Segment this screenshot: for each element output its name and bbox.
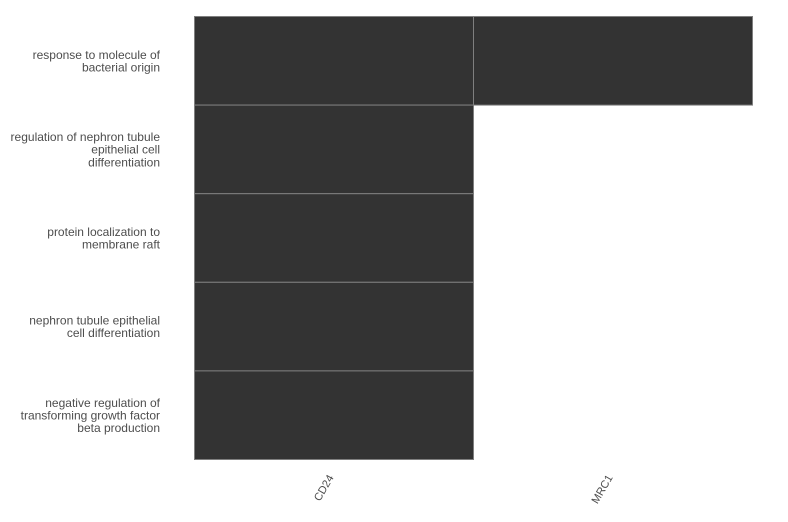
cells-layer — [194, 16, 753, 460]
y-tick-label-protein-localization-to-membrane-raft: protein localization to membrane raft — [47, 225, 160, 252]
y-tick-label-response-to-molecule-of-bacterial-origin: response to molecule of bacterial origin — [33, 48, 161, 75]
y-tick-label-line: response to molecule of — [33, 48, 161, 62]
heatmap-cell-cd24-regulation-of-nephron-tubule-epithelial-cell-differentiation — [194, 104, 474, 195]
heatmap-cell-cd24-protein-localization-to-membrane-raft — [194, 193, 474, 283]
y-tick-label-line: bacterial origin — [82, 60, 160, 74]
y-tick-label-line: cell differentiation — [67, 326, 160, 340]
y-axis-labels: response to molecule of bacterial originr… — [11, 48, 161, 435]
x-tick-label-mrc1: MRC1 — [590, 473, 616, 506]
heatmap-cell-cd24-negative-regulation-of-transforming-growth-factor-beta-production — [194, 370, 474, 460]
y-tick-label-line: differentiation — [88, 155, 160, 169]
x-axis-labels: CD24 MRC1 — [312, 473, 615, 506]
heatmap-cell-mrc1-response-to-molecule-of-bacterial-origin — [473, 16, 753, 106]
heatmap-cell-cd24-nephron-tubule-epithelial-cell-differentiation — [194, 281, 474, 372]
y-tick-label-line: protein localization to — [47, 225, 160, 239]
y-tick-label-line: epithelial cell — [91, 143, 160, 157]
y-tick-label-line: negative regulation of — [45, 396, 160, 410]
y-tick-label-line: beta production — [77, 421, 160, 435]
y-tick-label-line: nephron tubule epithelial — [29, 314, 160, 328]
y-tick-label-regulation-of-nephron-tubule-epithelial-cell-differentiation: regulation of nephron tubule epithelial c… — [11, 130, 161, 169]
y-tick-label-line: membrane raft — [82, 238, 161, 252]
y-tick-label-negative-regulation-of-transforming-growth-factor-beta-production: negative regulation of transforming growt… — [21, 396, 161, 435]
x-tick-label-cd24: CD24 — [312, 473, 336, 503]
heatmap-cell-cd24-response-to-molecule-of-bacterial-origin — [194, 16, 474, 106]
y-tick-label-line: transforming growth factor — [21, 409, 160, 423]
y-tick-label-line: regulation of nephron tubule — [11, 130, 161, 144]
y-tick-label-nephron-tubule-epithelial-cell-differentiation: nephron tubule epithelial cell differenti… — [29, 314, 160, 341]
